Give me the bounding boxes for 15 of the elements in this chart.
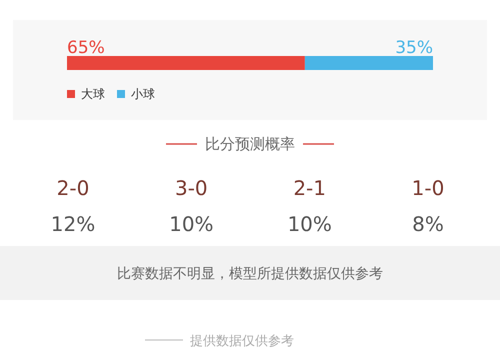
text: 比分预测概率 [205,135,295,153]
category-label: 2-1 [293,176,326,200]
data-label: 65% [67,38,105,58]
text: 10% [287,212,332,236]
legend-label: 小球 [131,87,155,101]
text: 比赛数据不明显，模型所提供数据仅供参考 [117,266,383,282]
category-label: 2-0 [56,176,90,200]
text: 12% [50,212,96,236]
category-label: 1-0 [412,176,444,200]
text: 提供数据仅供参考 [190,334,294,349]
text: 10% [169,212,214,236]
text: 8% [412,212,444,236]
data-label: 35% [395,38,433,58]
legend-label: 大球 [81,87,105,101]
category-label: 3-0 [174,176,208,200]
